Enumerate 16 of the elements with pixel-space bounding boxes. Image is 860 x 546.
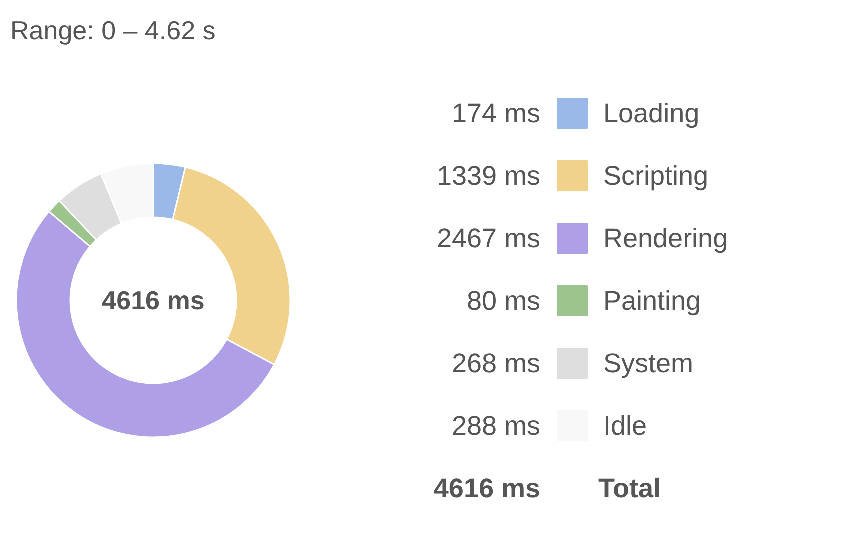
data-label: 1339 ms: [436, 161, 541, 191]
data-label: 80 ms: [466, 286, 541, 316]
legend-label: System: [604, 348, 694, 378]
legend-label: Idle: [604, 411, 648, 441]
text: Total: [598, 474, 661, 504]
chart-title: Range: 0 – 4.62 s: [10, 16, 216, 46]
data-label: 2467 ms: [436, 224, 541, 254]
legend-label: Loading: [604, 98, 700, 128]
legend-label: Rendering: [604, 224, 728, 254]
legend-label: Scripting: [604, 161, 709, 191]
text: 4616 ms: [102, 286, 205, 316]
text: 4616 ms: [434, 474, 541, 504]
legend-label: Painting: [604, 286, 702, 316]
data-label: 288 ms: [452, 411, 541, 441]
data-label: 268 ms: [452, 348, 541, 378]
data-label: 174 ms: [452, 98, 541, 128]
